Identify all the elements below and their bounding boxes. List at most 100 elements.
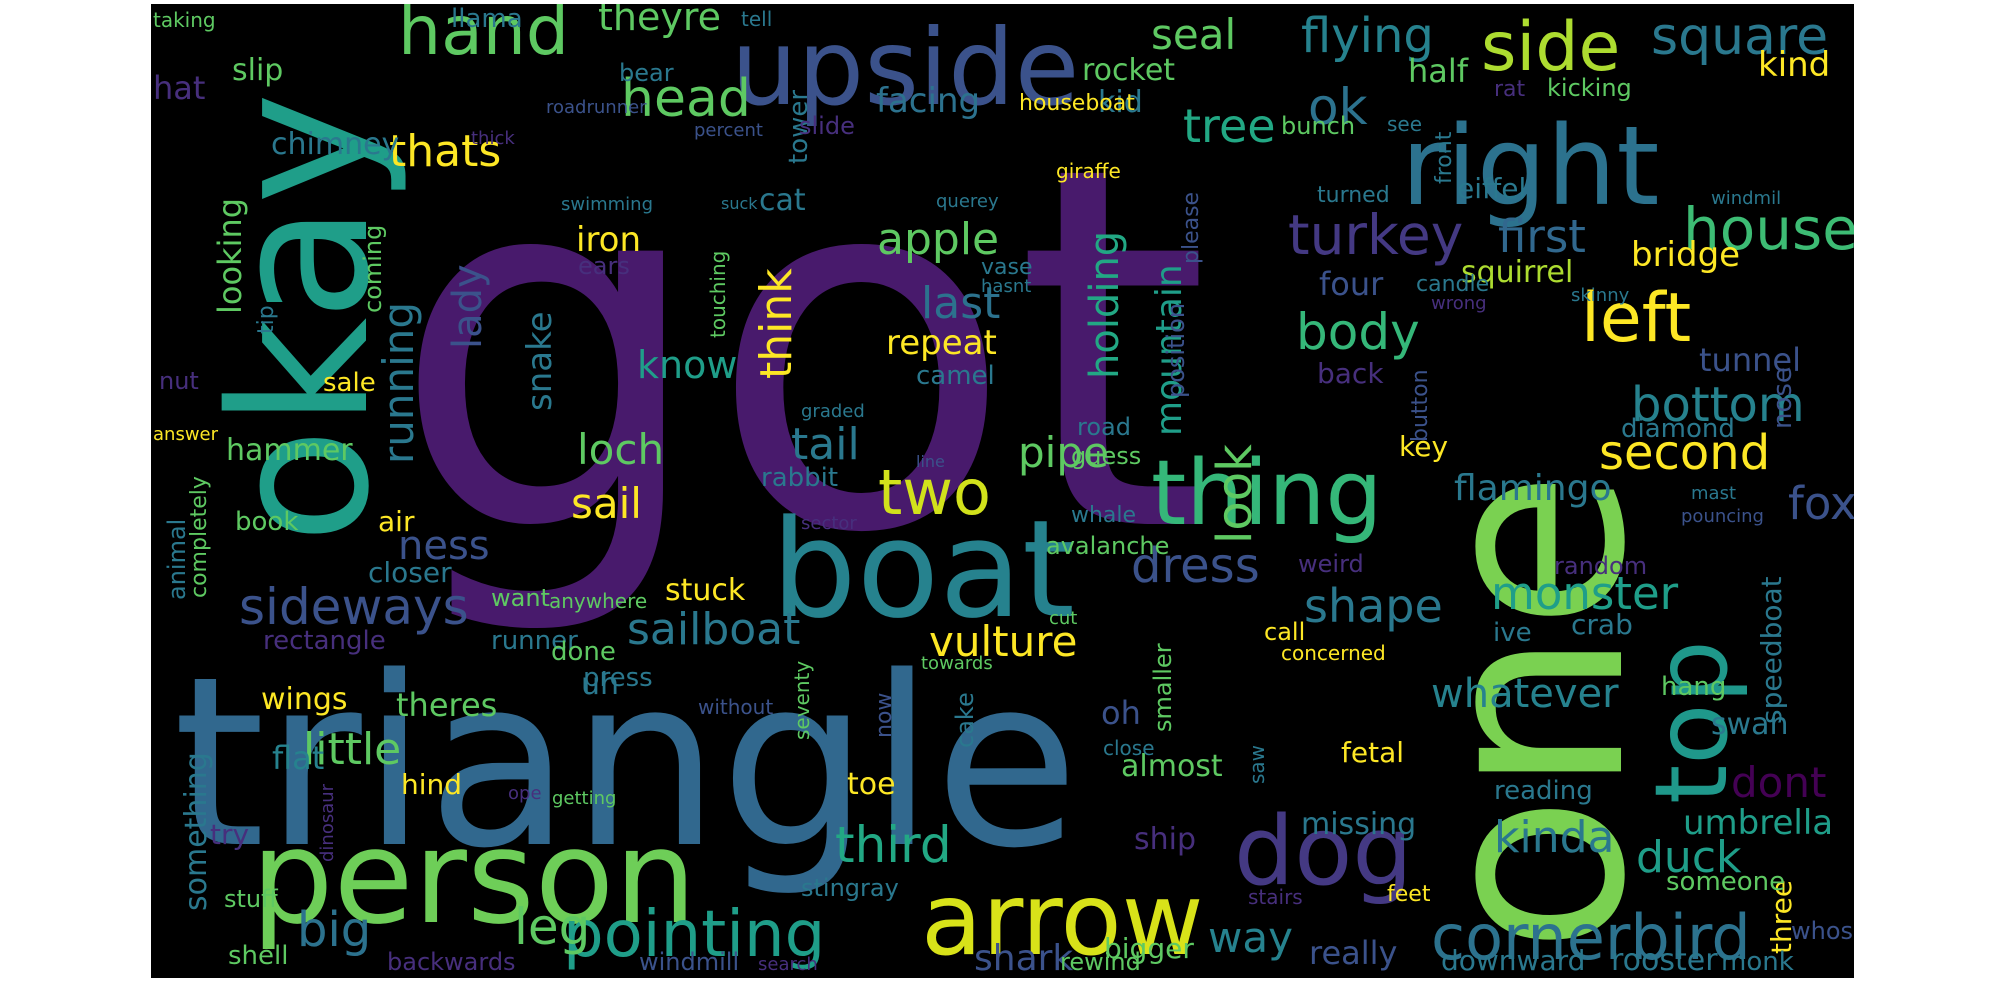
word-right: right xyxy=(1401,102,1659,230)
word-think: think xyxy=(751,268,802,379)
word-got: got xyxy=(391,60,1210,642)
word-position: position xyxy=(1162,303,1190,398)
word-stuck: stuck xyxy=(665,573,746,608)
word-four: four xyxy=(1319,265,1384,303)
word-thing: thing xyxy=(1151,441,1383,546)
word-candle: candle xyxy=(1416,272,1489,297)
word-saw: saw xyxy=(1245,745,1269,784)
word-duck: duck xyxy=(1636,832,1742,883)
word-camel: camel xyxy=(916,361,995,391)
word-graded: graded xyxy=(801,401,865,422)
word-answer: answer xyxy=(153,424,219,445)
word-oh: oh xyxy=(1101,694,1141,732)
word-pointing: pointing xyxy=(563,898,825,972)
word-bear: bear xyxy=(619,59,674,87)
word-squirrel: squirrel xyxy=(1461,255,1573,290)
word-hasnt: hasnt xyxy=(981,276,1031,297)
word-now: now xyxy=(872,693,897,738)
word-okay: okay xyxy=(190,92,411,544)
word-leg: leg xyxy=(514,898,590,956)
word-big: big xyxy=(297,902,371,958)
word-air: air xyxy=(378,505,415,538)
word-skinny: skinny xyxy=(1571,285,1630,306)
word-completely: completely xyxy=(187,476,212,598)
word-feet: feet xyxy=(1387,882,1431,907)
word-whale: whale xyxy=(1071,503,1136,528)
word-know: know xyxy=(637,343,737,387)
word-runner: runner xyxy=(491,626,578,656)
word-flying: flying xyxy=(1301,8,1434,64)
word-rewind: rewind xyxy=(1060,948,1141,976)
word-rooster: rooster xyxy=(1611,943,1718,978)
word-front: front xyxy=(1432,131,1457,184)
word-rabbit: rabbit xyxy=(761,463,838,493)
word-ok: ok xyxy=(1308,78,1368,136)
word-umbrella: umbrella xyxy=(1683,803,1833,843)
word-roadrunner: roadrunner xyxy=(546,97,647,118)
word-mast: mast xyxy=(1691,483,1736,504)
word-holding: holding xyxy=(1082,231,1128,379)
word-speedboat: speedboat xyxy=(1755,576,1788,724)
word-downward: downward xyxy=(1441,944,1585,977)
word-thick: thick xyxy=(471,128,515,149)
word-press: press xyxy=(583,663,653,693)
word-left: left xyxy=(1581,279,1691,358)
word-without: without xyxy=(698,695,773,719)
word-rocket: rocket xyxy=(1082,53,1175,88)
word-seventy: seventy xyxy=(790,661,814,740)
word-tower: tower xyxy=(784,90,814,164)
word-stuff: stuff xyxy=(224,885,278,913)
word-getting: getting xyxy=(552,788,616,809)
word-cloud-panel: got triangle one okay boat person upside right t… xyxy=(151,4,1854,978)
word-querey: querey xyxy=(936,191,999,212)
word-line: line xyxy=(916,452,945,471)
word-ope: ope xyxy=(508,783,542,804)
word-swimming: swimming xyxy=(561,194,653,215)
word-wrong: wrong xyxy=(1431,293,1487,314)
word-tail: tail xyxy=(791,419,860,470)
word-wings: wings xyxy=(261,682,348,717)
word-touching: touching xyxy=(706,251,730,338)
word-sale: sale xyxy=(323,368,376,398)
word-running: running xyxy=(374,302,423,464)
word-house: house xyxy=(1683,195,1854,263)
word-concerned: concerned xyxy=(1281,641,1386,665)
word-smaller: smaller xyxy=(1149,643,1177,732)
word-hat: hat xyxy=(153,69,205,107)
word-taking: taking xyxy=(153,8,216,32)
word-see: see xyxy=(1387,112,1422,136)
word-hand: hand xyxy=(398,4,569,71)
word-sector: sector xyxy=(801,513,857,534)
word-back: back xyxy=(1317,357,1384,390)
word-kinda: kinda xyxy=(1494,812,1614,863)
word-dinosaur: dinosaur xyxy=(317,783,338,862)
word-seal: seal xyxy=(1151,10,1236,59)
word-kid: kid xyxy=(1098,85,1143,120)
word-crab: crab xyxy=(1571,608,1633,641)
word-toe: toe xyxy=(847,767,896,802)
word-vase: vase xyxy=(981,255,1033,280)
word-something: something xyxy=(179,752,214,911)
word-body: body xyxy=(1296,303,1420,361)
word-tell: tell xyxy=(741,7,772,31)
word-fox: fox xyxy=(1788,477,1854,530)
word-call: call xyxy=(1264,618,1305,646)
word-hind: hind xyxy=(401,768,462,801)
word-shape: shape xyxy=(1304,579,1443,633)
word-snake: snake xyxy=(520,312,560,412)
word-ness: ness xyxy=(398,523,490,569)
word-monster: monster xyxy=(1491,567,1679,620)
word-reading: reading xyxy=(1494,776,1593,806)
word-llama: llama xyxy=(451,4,523,34)
word-done: done xyxy=(551,637,616,667)
word-swan: swan xyxy=(1711,707,1789,742)
word-sail: sail xyxy=(571,479,642,528)
word-slip: slip xyxy=(232,53,283,88)
word-second: second xyxy=(1599,425,1770,481)
word-lady: lady xyxy=(445,264,491,349)
word-towards: towards xyxy=(921,653,993,674)
word-houseboat: houseboat xyxy=(1019,91,1135,116)
word-loch: loch xyxy=(577,425,664,474)
word-dont: dont xyxy=(1731,758,1826,807)
